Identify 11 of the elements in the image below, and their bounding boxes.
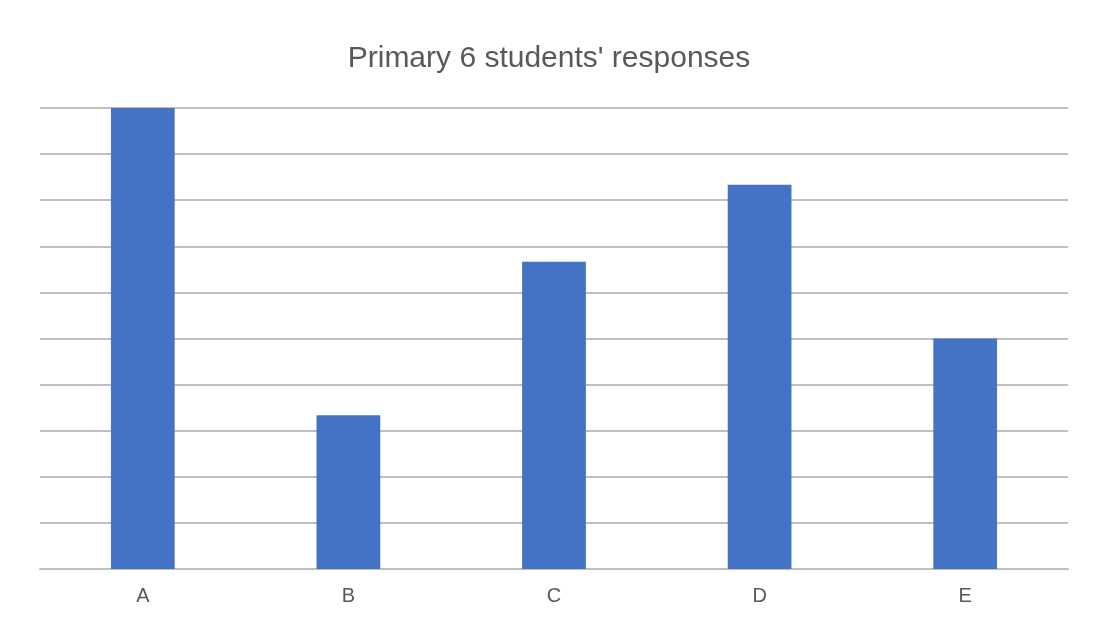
- bar: [727, 184, 792, 569]
- x-tick-label: C: [546, 584, 562, 606]
- x-tick-label: A: [136, 584, 151, 606]
- bar: [522, 261, 586, 569]
- bar: [110, 108, 175, 569]
- bar: [316, 415, 381, 569]
- x-tick-label: D: [752, 584, 767, 606]
- x-tick-label: E: [958, 584, 972, 606]
- bar: [933, 338, 998, 569]
- chart-title: Primary 6 students' responses: [347, 39, 751, 73]
- x-tick-label: B: [341, 584, 356, 606]
